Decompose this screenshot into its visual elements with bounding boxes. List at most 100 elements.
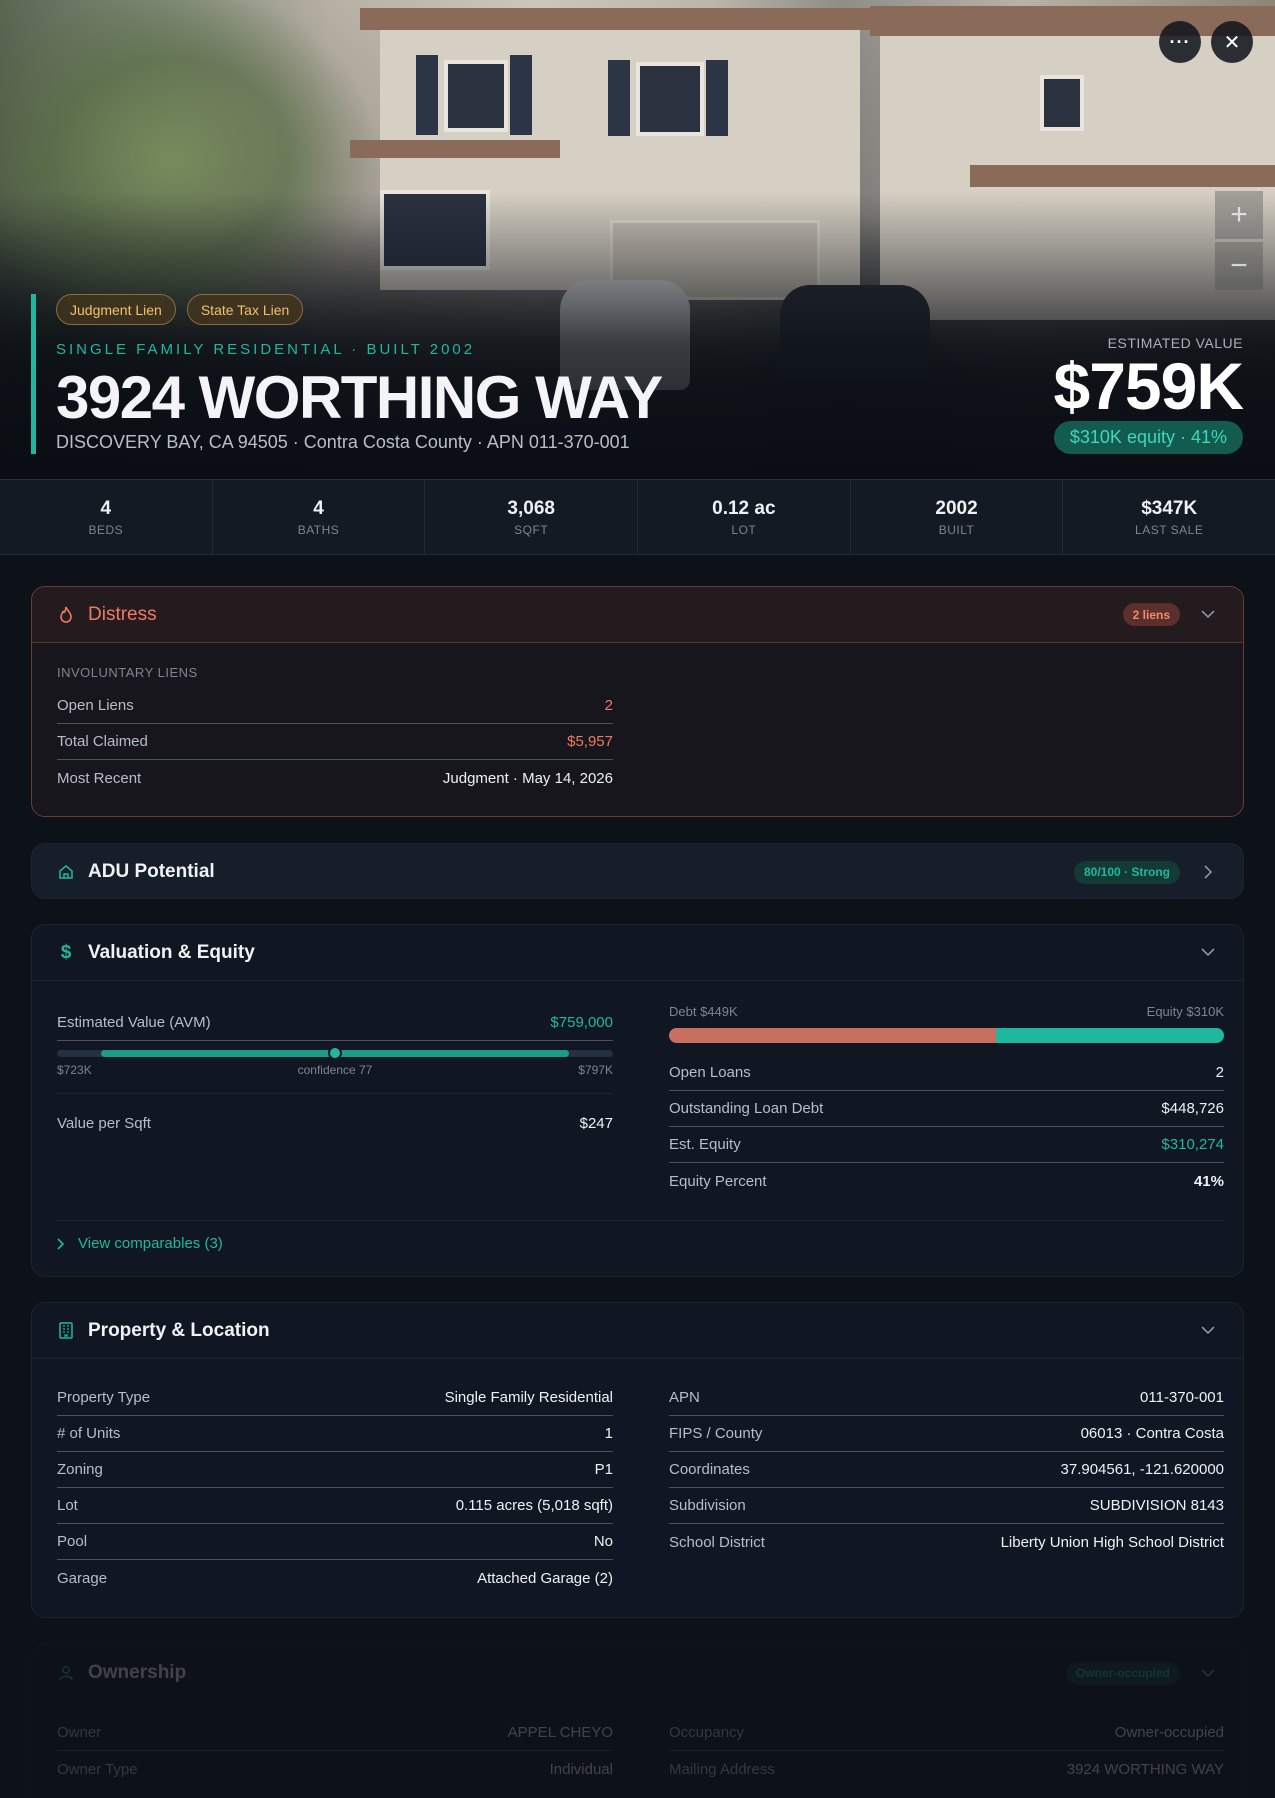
stat-value: 3,068 xyxy=(507,497,555,519)
row-key: Mailing Address xyxy=(669,1760,775,1778)
row-owner-type: Owner Type Individual xyxy=(57,1751,613,1787)
row-school-district: School District Liberty Union High School… xyxy=(669,1524,1224,1560)
stat-built: 2002 BUILT xyxy=(851,480,1064,554)
row-occupancy: Occupancy Owner-occupied xyxy=(669,1715,1224,1751)
row-value-per-sqft: Value per Sqft $247 xyxy=(57,1105,613,1141)
more-icon: ··· xyxy=(1169,31,1191,52)
row-value: No xyxy=(593,1533,613,1550)
row-key: Open Liens xyxy=(57,697,134,714)
property-left-column: Property Type Single Family Residential #… xyxy=(57,1380,613,1596)
row-key: Value per Sqft xyxy=(57,1114,151,1132)
row-key: School District xyxy=(669,1533,765,1551)
building-icon xyxy=(57,1322,75,1340)
row-key: Outstanding Loan Debt xyxy=(669,1100,824,1117)
close-icon: ✕ xyxy=(1223,31,1241,54)
valuation-header[interactable]: $ Valuation & Equity xyxy=(32,925,1243,981)
zoom-out-button[interactable]: − xyxy=(1215,242,1263,290)
accent-bar xyxy=(31,294,36,454)
adu-title: ADU Potential xyxy=(88,861,215,882)
row-value: 0.115 acres (5,018 sqft) xyxy=(455,1497,613,1514)
page-title: 3924 WORTHING WAY xyxy=(56,364,663,431)
ownership-panel: Ownership Owner-occupied Owner APPEL CHEY… xyxy=(31,1644,1244,1798)
row-value: Liberty Union High School District xyxy=(1000,1533,1224,1551)
stat-baths: 4 BATHS xyxy=(213,480,426,554)
liens-badge: 2 liens xyxy=(1122,603,1180,626)
row-value: 41% xyxy=(1193,1172,1224,1190)
chevron-down-icon[interactable] xyxy=(1198,1663,1218,1683)
row-coordinates: Coordinates 37.904561, -121.620000 xyxy=(669,1452,1224,1488)
estimated-value: $759K xyxy=(1053,349,1244,423)
debt-segment xyxy=(669,1028,997,1043)
occupancy-badge: Owner-occupied xyxy=(1065,1661,1180,1685)
home-icon xyxy=(57,863,75,881)
row-key: Open Loans xyxy=(669,1064,751,1081)
row-most-recent: Most Recent Judgment · May 14, 2026 xyxy=(57,760,613,796)
stat-label: BEDS xyxy=(88,522,124,537)
stat-beds: 4 BEDS xyxy=(0,480,213,554)
adu-header[interactable]: ADU Potential 80/100 · Strong xyxy=(32,844,1243,900)
row-value: 1 xyxy=(604,1425,613,1442)
row-value: Owner-occupied xyxy=(1114,1724,1224,1741)
stat-value: 4 xyxy=(100,497,112,519)
equity-badge: $310K equity · 41% xyxy=(1053,421,1243,454)
user-icon xyxy=(57,1664,75,1682)
row-value: $247 xyxy=(579,1114,613,1132)
row-key: Owner xyxy=(57,1724,102,1741)
adu-panel[interactable]: ADU Potential 80/100 · Strong xyxy=(31,843,1244,899)
row-property-type: Property Type Single Family Residential xyxy=(57,1380,613,1416)
chevron-right-icon[interactable] xyxy=(1198,862,1218,882)
close-button[interactable]: ✕ xyxy=(1211,21,1253,63)
debt-label: Debt $449K xyxy=(669,1004,738,1019)
row-value: 3924 WORTHING WAY xyxy=(1066,1760,1224,1778)
row-key: Zoning xyxy=(57,1461,103,1478)
row-key: Property Type xyxy=(57,1389,151,1406)
row-key: Equity Percent xyxy=(669,1172,767,1190)
chevron-down-icon[interactable] xyxy=(1198,605,1218,625)
row-mailing-address: Mailing Address 3924 WORTHING WAY xyxy=(669,1751,1224,1787)
address-subtitle: DISCOVERY BAY, CA 94505 · Contra Costa C… xyxy=(56,432,630,452)
stats-bar: 4 BEDS 4 BATHS 3,068 SQFT 0.12 ac LOT 20… xyxy=(0,480,1275,555)
row-key: Coordinates xyxy=(669,1461,750,1478)
stat-label: BATHS xyxy=(297,522,340,537)
row-key: # of Units xyxy=(57,1425,121,1442)
row-key: Subdivision xyxy=(669,1497,746,1514)
valuation-title: Valuation & Equity xyxy=(88,941,255,963)
stat-lot: 0.12 ac LOT xyxy=(638,480,851,554)
range-low: $723K xyxy=(57,1063,92,1077)
more-options-button[interactable]: ··· xyxy=(1159,21,1201,63)
row-value: 37.904561, -121.620000 xyxy=(1060,1461,1224,1478)
tag-judgment-lien: Judgment Lien xyxy=(56,294,176,325)
zoom-in-button[interactable]: + xyxy=(1215,191,1263,239)
avm-confidence-range xyxy=(57,1046,613,1060)
row-owner: Owner APPEL CHEYO xyxy=(57,1715,613,1751)
row-key: FIPS / County xyxy=(669,1425,763,1442)
row-value: SUBDIVISION 8143 xyxy=(1089,1497,1224,1514)
row-key: Owner Type xyxy=(57,1760,138,1778)
row-loan-debt: Outstanding Loan Debt $448,726 xyxy=(669,1091,1224,1127)
plus-icon: + xyxy=(1230,198,1248,231)
row-avm: Estimated Value (AVM) $759,000 xyxy=(57,1005,613,1041)
range-confidence: confidence 77 xyxy=(297,1063,373,1077)
chevron-right-icon xyxy=(57,1237,64,1250)
distress-header[interactable]: Distress 2 liens xyxy=(32,587,1243,643)
row-key: Lot xyxy=(57,1497,78,1514)
avm-range-labels: $723K confidence 77 $797K xyxy=(57,1063,613,1077)
flame-icon xyxy=(57,606,75,624)
row-value: Individual xyxy=(549,1760,613,1778)
row-value: 011-370-001 xyxy=(1140,1389,1224,1406)
row-apn: APN 011-370-001 xyxy=(669,1380,1224,1416)
property-title: Property & Location xyxy=(88,1319,270,1341)
chevron-down-icon[interactable] xyxy=(1198,1321,1218,1341)
equity-segment xyxy=(996,1028,1224,1043)
stat-label: SQFT xyxy=(514,522,549,537)
debt-equity-labels: Debt $449K Equity $310K xyxy=(669,1004,1224,1019)
ownership-header[interactable]: Ownership Owner-occupied xyxy=(32,1645,1243,1701)
row-key: Est. Equity xyxy=(669,1136,741,1153)
property-header[interactable]: Property & Location xyxy=(32,1303,1243,1359)
valuation-panel: $ Valuation & Equity Estimated Value (AV… xyxy=(31,924,1244,1277)
lien-tags: Judgment Lien State Tax Lien xyxy=(56,294,304,325)
row-fips: FIPS / County 06013 · Contra Costa xyxy=(669,1416,1224,1452)
ownership-title: Ownership xyxy=(88,1662,187,1683)
chevron-down-icon[interactable] xyxy=(1198,943,1218,963)
view-comparables-link[interactable]: View comparables (3) xyxy=(57,1235,223,1252)
